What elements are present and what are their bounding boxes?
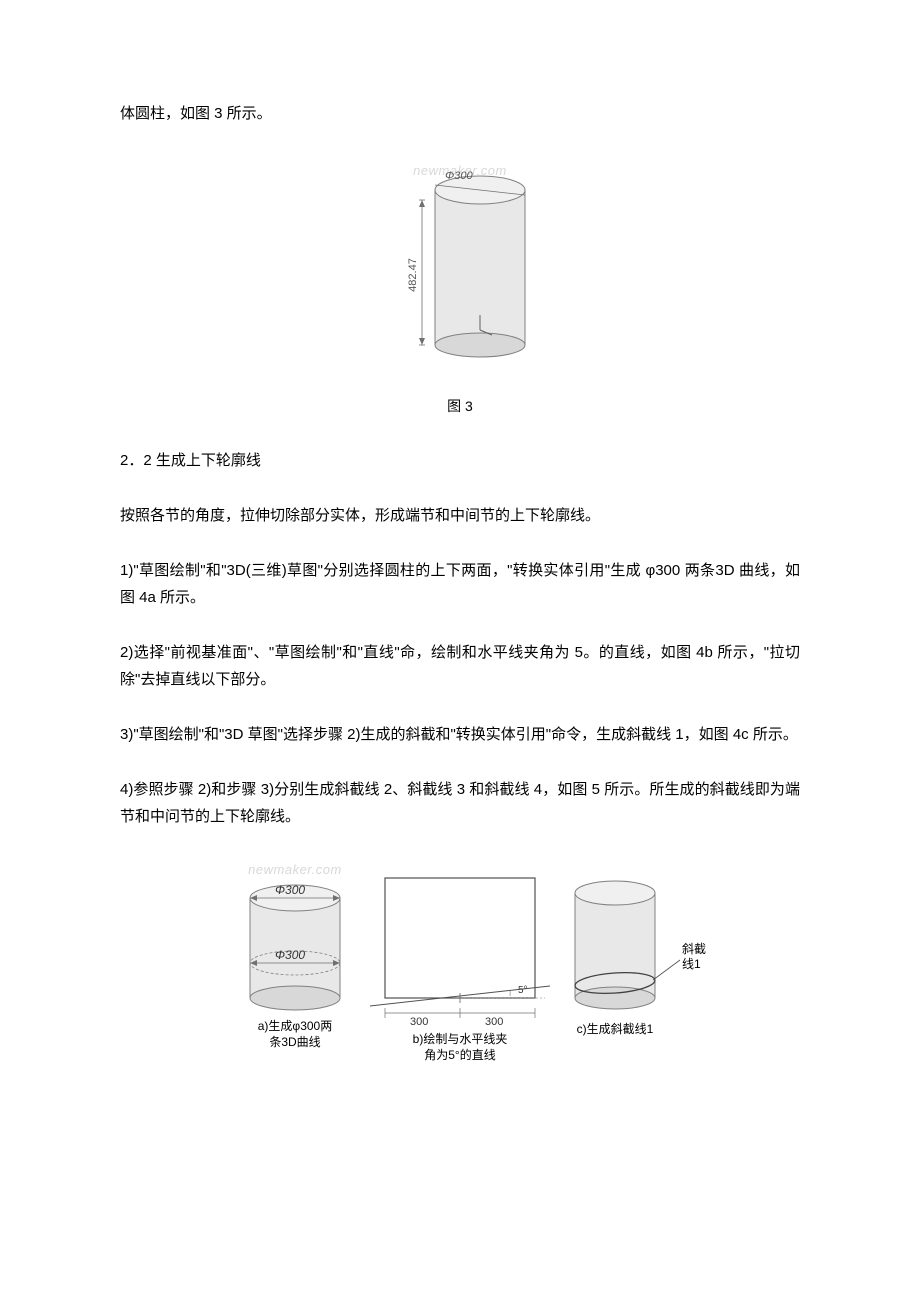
fig4-panel-a: Φ300 Φ300 a)生成φ300两 条3D曲线 bbox=[250, 883, 340, 1049]
fig4-panel-c: 斜截 线1 c)生成斜截线1 bbox=[574, 881, 706, 1036]
fig4c-leader bbox=[653, 960, 680, 980]
fig4-watermark: newmaker.com bbox=[248, 862, 342, 877]
fig4c-cylinder-top bbox=[575, 881, 655, 905]
fig4a-subcaption-l1: a)生成φ300两 bbox=[258, 1019, 332, 1033]
section-2-2-title: 2．2 生成上下轮廓线 bbox=[120, 447, 800, 474]
fig3-diameter-label: Φ300 bbox=[445, 170, 473, 182]
section-2-2-p2: 1)"草图绘制"和"3D(三维)草图"分别选择圆柱的上下两面，"转换实体引用"生… bbox=[120, 557, 800, 611]
fig4a-dim-top-label: Φ300 bbox=[275, 883, 305, 897]
fig3-arrow-bottom bbox=[419, 338, 425, 345]
fig4c-label-l2: 线1 bbox=[682, 957, 701, 971]
figure-4-svg: newmaker.com Φ300 Φ300 a)生成φ300两 条3D曲线 bbox=[210, 858, 710, 1068]
fig4c-cylinder-body bbox=[575, 893, 655, 998]
fig4a-cylinder-bottom bbox=[250, 986, 340, 1010]
header-paragraph: 体圆柱，如图 3 所示。 bbox=[120, 100, 800, 127]
section-2-2-p5: 4)参照步骤 2)和步骤 3)分别生成斜截线 2、斜截线 3 和斜截线 4，如图… bbox=[120, 776, 800, 830]
fig4b-dim-right-label: 300 bbox=[485, 1016, 503, 1028]
section-2-2-p1: 按照各节的角度，拉伸切除部分实体，形成端节和中间节的上下轮廓线。 bbox=[120, 502, 800, 529]
fig3-arrow-top bbox=[419, 200, 425, 207]
fig4c-cylinder-bottom bbox=[575, 987, 655, 1009]
fig4b-rect bbox=[385, 878, 535, 998]
fig4b-dim-left-label: 300 bbox=[410, 1016, 428, 1028]
fig3-height-label: 482.47 bbox=[407, 258, 419, 292]
fig4-panel-b: 5° 300 300 b)绘制与水平线夹 角为5°的直线 bbox=[370, 878, 550, 1062]
fig4b-angle-label: 5° bbox=[518, 985, 528, 996]
fig4b-subcaption-l2: 角为5°的直线 bbox=[424, 1047, 495, 1062]
section-2-2-p3: 2)选择"前视基准面"、"草图绘制"和"直线"命，绘制和水平线夹角为 5。的直线… bbox=[120, 639, 800, 693]
fig4c-subcaption: c)生成斜截线1 bbox=[577, 1022, 654, 1036]
fig4a-subcaption-l2: 条3D曲线 bbox=[269, 1035, 320, 1049]
figure-4-container: newmaker.com Φ300 Φ300 a)生成φ300两 条3D曲线 bbox=[120, 858, 800, 1077]
fig4b-subcaption-l1: b)绘制与水平线夹 bbox=[413, 1031, 508, 1046]
fig3-cylinder-bottom bbox=[435, 333, 525, 357]
fig4a-dim-bot-label: Φ300 bbox=[275, 948, 305, 962]
figure-3-container: newmaker.com Φ300 482.47 bbox=[120, 155, 800, 384]
fig4c-label-l1: 斜截 bbox=[682, 942, 706, 956]
section-2-2-p4: 3)"草图绘制"和"3D 草图"选择步骤 2)生成的斜截和"转换实体引用"命令，… bbox=[120, 721, 800, 748]
figure-3-svg: newmaker.com Φ300 482.47 bbox=[350, 155, 570, 375]
figure-3-caption: 图 3 bbox=[120, 394, 800, 419]
